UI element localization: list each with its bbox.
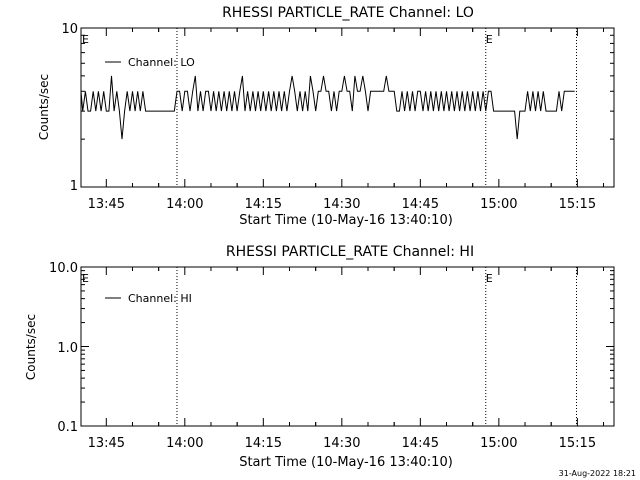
x-tick-label: 14:30 [323,436,360,451]
x-tick-label: 15:00 [480,197,517,212]
event-marker-label: E [486,272,493,285]
x-tick-label: 15:00 [480,436,517,451]
x-tick-label: 14:45 [402,436,439,451]
y-tick-label: 10 [61,22,78,37]
x-tick-label: 15:15 [559,197,596,212]
event-marker-label: E [82,272,89,285]
x-tick-label: 15:15 [559,436,596,451]
x-tick-label: 14:00 [166,197,203,212]
x-axis-label: Start Time (10-May-16 13:40:10) [239,455,453,470]
event-marker-label: E [82,33,89,46]
chart-title: RHESSI PARTICLE_RATE Channel: HI [226,244,474,260]
x-tick-label: 14:15 [245,197,282,212]
chart-title: RHESSI PARTICLE_RATE Channel: LO [222,5,474,21]
plot-frame [80,27,615,188]
x-tick-label: 13:45 [88,197,125,212]
y-axis-label: Counts/sec [24,314,38,380]
x-tick-label: 14:30 [323,197,360,212]
series-group [80,75,575,140]
series-line [80,75,575,140]
x-tick-label: 14:15 [245,436,282,451]
x-axis-ticks: 13:45 14:00 14:15 14:30 14:45 15:00 15:15 [81,266,614,451]
chart-panel-lo: RHESSI PARTICLE_RATE Channel: LO Counts/… [37,5,615,228]
x-tick-label: 14:00 [166,436,203,451]
legend-label: Channel: HI [128,292,192,305]
y-tick-label: 1 [70,179,78,194]
event-marker-label: E [486,33,493,46]
footer-timestamp: 31-Aug-2022 18:21 [559,469,636,478]
x-axis-label: Start Time (10-May-16 13:40:10) [239,213,453,228]
x-axis-ticks: 13:45 14:00 14:15 14:30 14:45 15:00 15:15 [81,27,614,212]
y-tick-label: 0.1 [57,420,78,435]
y-tick-label: 1.0 [57,341,78,356]
y-tick-label: 10.0 [49,261,78,276]
x-tick-label: 14:45 [402,197,439,212]
y-axis-label: Counts/sec [37,74,51,140]
x-tick-label: 13:45 [88,436,125,451]
chart-panel-hi: RHESSI PARTICLE_RATE Channel: HI Counts/… [24,244,615,470]
plot-frame [80,266,615,427]
legend-label: Channel: LO [128,56,195,69]
